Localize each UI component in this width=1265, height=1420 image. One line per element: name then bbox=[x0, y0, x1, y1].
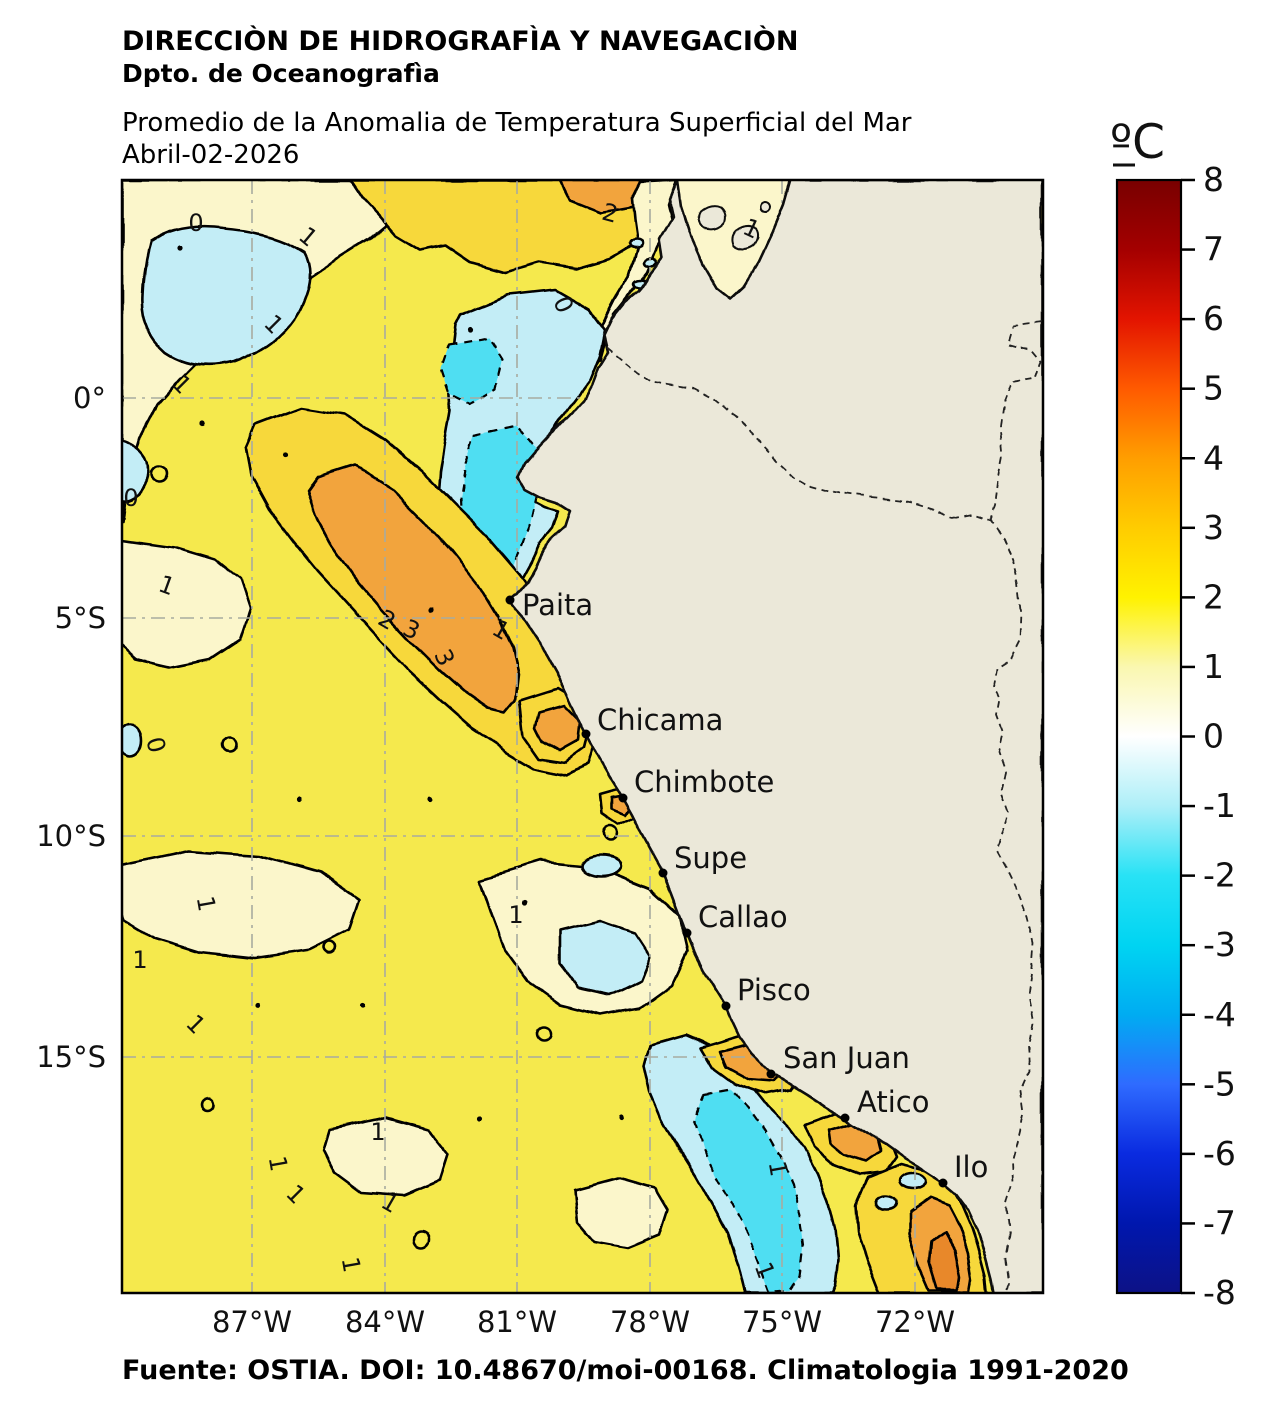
city-dot-pisco bbox=[721, 1001, 731, 1011]
contour-region-pale-left-10s bbox=[122, 848, 362, 960]
cbar-tick-label--7: -7 bbox=[1203, 1203, 1236, 1242]
cbar-tick-label--4: -4 bbox=[1203, 995, 1236, 1034]
contour-region-orange-diagonal-core bbox=[306, 464, 520, 714]
border-north bbox=[606, 346, 953, 519]
country-borders bbox=[606, 321, 1043, 1293]
city-label-supe: Supe bbox=[674, 841, 747, 875]
city-label-callao: Callao bbox=[698, 900, 788, 934]
contour-label-1: 1 bbox=[763, 1159, 793, 1179]
contour-region-cool-northwest bbox=[140, 225, 312, 367]
contour-label-1: 1 bbox=[191, 894, 221, 914]
city-dot-chimbote bbox=[618, 793, 628, 803]
org-title: DIRECCIÒN DE HIDROGRAFÌA Y NAVEGACIÒN bbox=[122, 26, 799, 57]
island-3 bbox=[759, 201, 771, 213]
city-label-chimbote: Chimbote bbox=[634, 765, 774, 799]
city-dot-ilo bbox=[938, 1178, 948, 1188]
source-caption: Fuente: OSTIA. DOI: 10.48670/moi-00168. … bbox=[122, 1355, 1129, 1386]
cbar-tick-label--6: -6 bbox=[1203, 1134, 1236, 1173]
contour-region-pale-south2 bbox=[573, 1176, 670, 1250]
city-dot-callao bbox=[682, 928, 692, 938]
figure-title: Promedio de la Anomalia de Temperatura S… bbox=[122, 108, 912, 138]
contour-label-0: 0 bbox=[123, 484, 138, 512]
land-south-america bbox=[506, 180, 1043, 1293]
cbar-tick-label-5: 5 bbox=[1203, 369, 1224, 408]
lon-tick-84°W: 84°W bbox=[345, 1305, 425, 1339]
city-label-san-juan: San Juan bbox=[783, 1041, 910, 1075]
figure-date: Abril-02-2026 bbox=[122, 140, 300, 170]
contour-region-cool-left-edge bbox=[122, 439, 151, 503]
lat-tick-5°S: 5°S bbox=[55, 601, 106, 635]
city-label-paita: Paita bbox=[522, 588, 593, 622]
cbar-tick-label-8: 8 bbox=[1203, 160, 1224, 199]
city-labels: Paita Chicama Chimbote Supe Callao Pisco San J… bbox=[505, 588, 988, 1188]
cbar-tick-label--8: -8 bbox=[1203, 1273, 1236, 1312]
contour-label-0: 0 bbox=[188, 209, 203, 237]
border-east bbox=[951, 513, 1035, 1293]
cbar-tick-label--2: -2 bbox=[1203, 856, 1236, 895]
dept-title: Dpto. de Oceanografìa bbox=[122, 59, 440, 88]
minor-contours bbox=[150, 465, 869, 1250]
cbar-tick-label-7: 7 bbox=[1203, 230, 1224, 269]
contour-region-cool-ilo-spot2 bbox=[874, 1195, 898, 1213]
contour-label-1: 1 bbox=[263, 1154, 293, 1174]
contour-label-1: 1 bbox=[132, 946, 147, 974]
city-dot-atico bbox=[840, 1113, 850, 1123]
cbar-tick-label--3: -3 bbox=[1203, 925, 1236, 964]
cbar-tick-label-4: 4 bbox=[1203, 438, 1224, 477]
cbar-tick-label-6: 6 bbox=[1203, 299, 1224, 338]
colorbar-tick-labels: 8 7 6 5 4 3 2 1 0 -1 -2 -3 -4 -5 -6 -7 -8 bbox=[1181, 160, 1236, 1312]
contour-label-1: 1 bbox=[508, 901, 523, 929]
contour-region-cold-southcoast-core bbox=[692, 1088, 806, 1293]
map-frame bbox=[120, 178, 1045, 1295]
contour-region-cool-callao-offshore bbox=[558, 918, 652, 997]
lon-tick-72°W: 72°W bbox=[875, 1305, 955, 1339]
border-northeast bbox=[989, 321, 1043, 521]
cbar-tick-label-1: 1 bbox=[1203, 647, 1224, 686]
city-dot-san-juan bbox=[766, 1069, 776, 1079]
cbar-tick-label--1: -1 bbox=[1203, 786, 1236, 825]
colorbar bbox=[1115, 178, 1183, 1295]
cbar-tick-label-3: 3 bbox=[1203, 508, 1224, 547]
city-dot-supe bbox=[658, 868, 668, 878]
latitude-tick-labels: 0° 5°S 10°S 15°S bbox=[36, 381, 106, 1074]
lat-tick-10°S: 10°S bbox=[36, 819, 106, 853]
contour-region-cold-guayaquil-core1 bbox=[438, 336, 504, 405]
cool-dot-2 bbox=[643, 256, 659, 268]
lat-tick-15°S: 15°S bbox=[36, 1040, 106, 1074]
contour-region-deep-orange-ilo bbox=[928, 1230, 962, 1290]
city-label-pisco: Pisco bbox=[737, 973, 811, 1007]
cbar-tick-label-2: 2 bbox=[1203, 577, 1224, 616]
lon-tick-81°W: 81°W bbox=[477, 1305, 557, 1339]
contour-region-orange-chicama bbox=[534, 703, 582, 752]
longitude-tick-labels: 87°W 84°W 81°W 78°W 75°W 72°W bbox=[212, 1305, 955, 1339]
contour-region-cool-spot-left bbox=[122, 722, 144, 758]
contour-region-pale-westmid bbox=[122, 539, 252, 670]
cbar-tick-label--5: -5 bbox=[1203, 1064, 1236, 1103]
lon-tick-75°W: 75°W bbox=[742, 1305, 822, 1339]
contour-region-cool-ilo-spot1 bbox=[897, 1172, 927, 1192]
contour-label-1: 1 bbox=[370, 1118, 385, 1146]
contour-label-2: 2 bbox=[599, 198, 621, 229]
contour-region-pale-south1 bbox=[322, 1116, 450, 1197]
cool-dot-1 bbox=[627, 237, 645, 249]
city-dot-chicama bbox=[581, 729, 591, 739]
contour-label-0: 0 bbox=[140, 734, 171, 756]
colorbar-unit-label: ºC bbox=[1110, 115, 1165, 170]
lon-tick-87°W: 87°W bbox=[212, 1305, 292, 1339]
city-dot-paita bbox=[505, 595, 515, 605]
cbar-tick-label-0: 0 bbox=[1203, 717, 1224, 756]
contour-label-1: 1 bbox=[336, 1255, 366, 1275]
city-label-chicama: Chicama bbox=[597, 703, 723, 737]
city-label-ilo: Ilo bbox=[954, 1150, 988, 1184]
island-1 bbox=[697, 206, 725, 231]
city-label-atico: Atico bbox=[857, 1085, 929, 1119]
island-2 bbox=[730, 224, 759, 250]
contour-region-cool-supe-spot bbox=[578, 854, 622, 878]
lon-tick-78°W: 78°W bbox=[610, 1305, 690, 1339]
lat-tick-0°: 0° bbox=[73, 381, 106, 415]
land-group bbox=[506, 180, 1043, 1293]
